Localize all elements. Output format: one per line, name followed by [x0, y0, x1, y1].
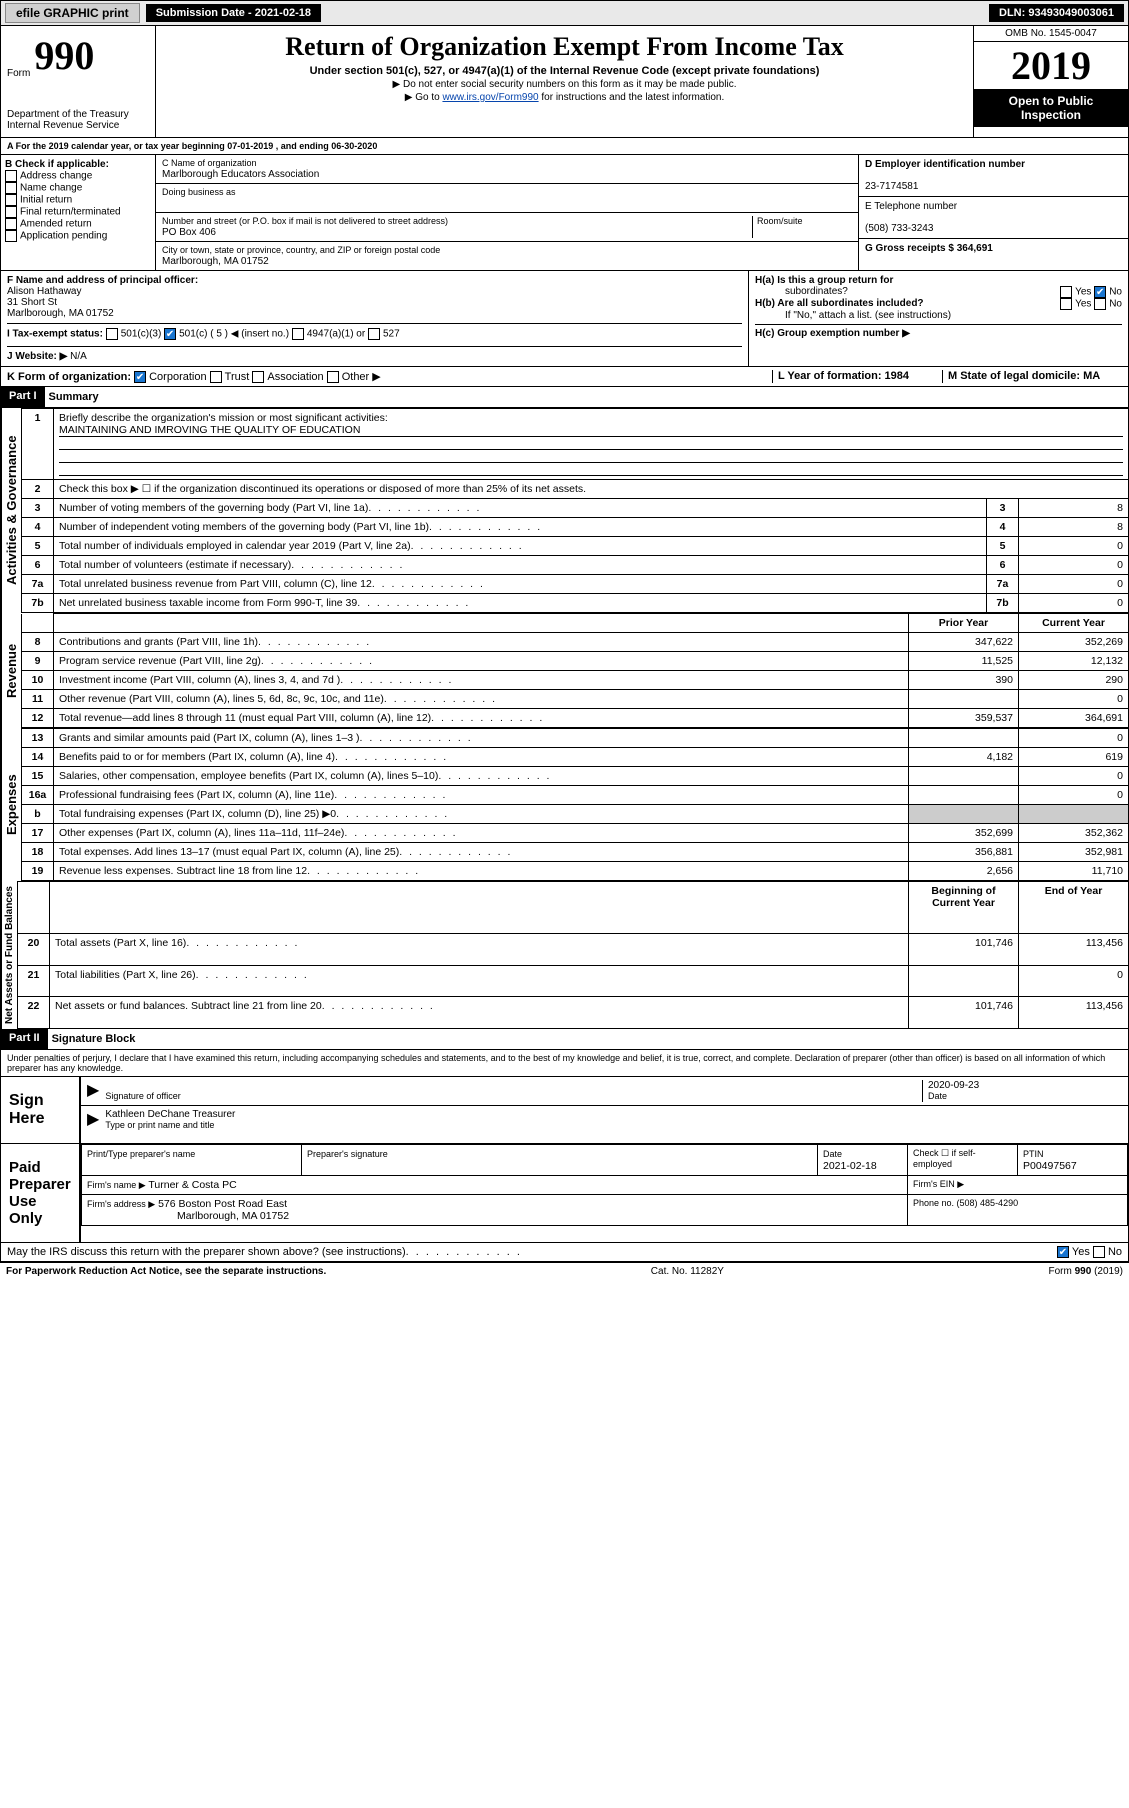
ptin: P00497567	[1023, 1160, 1077, 1172]
row-a: A For the 2019 calendar year, or tax yea…	[0, 138, 1129, 155]
paid-preparer-block: Paid Preparer Use Only Print/Type prepar…	[0, 1144, 1129, 1243]
section-fh: F Name and address of principal officer:…	[0, 271, 1129, 367]
phone: (508) 733-3243	[865, 223, 933, 234]
city: Marlborough, MA 01752	[162, 256, 269, 267]
street: PO Box 406	[162, 227, 216, 238]
section-b: B Check if applicable: Address changeNam…	[0, 155, 1129, 271]
form-header: Form 990 Department of the Treasury Inter…	[0, 26, 1129, 138]
irs-discuss-row: May the IRS discuss this return with the…	[0, 1243, 1129, 1262]
website: N/A	[67, 351, 86, 362]
omb-number: OMB No. 1545-0047	[974, 26, 1128, 42]
mission: MAINTAINING AND IMROVING THE QUALITY OF …	[59, 424, 1123, 437]
submission-date: Submission Date - 2021-02-18	[146, 4, 321, 22]
declaration: Under penalties of perjury, I declare th…	[0, 1050, 1129, 1077]
netassets-block: Net Assets or Fund Balances Beginning of…	[0, 881, 1129, 1029]
officer-typed: Kathleen DeChane Treasurer	[105, 1109, 235, 1120]
officer-name: Alison Hathaway	[7, 286, 81, 297]
part2-header: Part IISignature Block	[0, 1029, 1129, 1050]
form-number: 990	[34, 32, 94, 79]
subtitle-1: Under section 501(c), 527, or 4947(a)(1)…	[162, 65, 967, 77]
efile-button[interactable]: efile GRAPHIC print	[5, 3, 140, 23]
subtitle-3: ▶ Go to www.irs.gov/Form990 for instruct…	[162, 92, 967, 103]
expenses-block: Expenses 13Grants and similar amounts pa…	[0, 728, 1129, 881]
part1-header: Part ISummary	[0, 387, 1129, 408]
subtitle-2: ▶ Do not enter social security numbers o…	[162, 79, 967, 90]
governance-block: Activities & Governance 1Briefly describ…	[0, 408, 1129, 613]
dln-label: DLN: 93493049003061	[989, 4, 1124, 22]
tax-year: 2019	[974, 42, 1128, 89]
revenue-block: Revenue Prior YearCurrent Year 8Contribu…	[0, 613, 1129, 728]
sign-here-block: Sign Here ▶Signature of officer2020-09-2…	[0, 1077, 1129, 1144]
instructions-link[interactable]: www.irs.gov/Form990	[442, 92, 538, 103]
b-label: B Check if applicable:	[5, 159, 109, 170]
ein: 23-7174581	[865, 181, 918, 192]
gross-receipts: G Gross receipts $ 364,691	[865, 243, 993, 254]
form-word: Form	[7, 68, 30, 79]
top-toolbar: efile GRAPHIC print Submission Date - 20…	[0, 0, 1129, 26]
form-title: Return of Organization Exempt From Incom…	[162, 32, 967, 62]
page-footer: For Paperwork Reduction Act Notice, see …	[0, 1262, 1129, 1280]
org-name: Marlborough Educators Association	[162, 169, 319, 180]
row-k: K Form of organization: ✔Corporation Tru…	[0, 367, 1129, 387]
public-inspection: Open to Public Inspection	[974, 89, 1128, 127]
firm-name: Turner & Costa PC	[148, 1179, 236, 1191]
dept-label: Department of the Treasury Internal Reve…	[7, 109, 149, 131]
